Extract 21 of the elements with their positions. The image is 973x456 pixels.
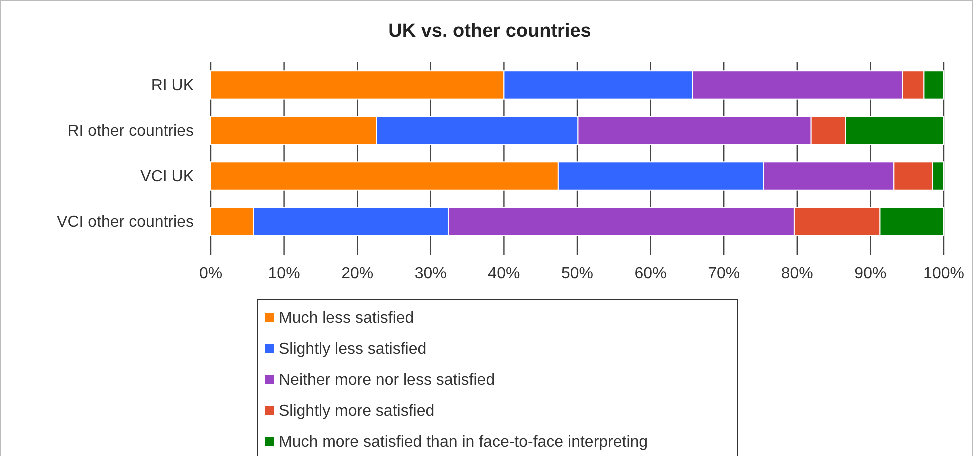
y-tick-label: RI other countries [68,122,194,140]
y-tick-label: VCI UK [140,168,194,186]
x-tick-label: 100% [924,265,964,282]
y-tick-label: RI UK [151,77,194,94]
legend-label: Neither more nor less satisfied [279,372,496,389]
legend-label: Much more satisfied than in face-to-face interpreting [279,434,648,451]
x-tick-label: 90% [854,265,887,282]
legend-label: Slightly less satisfied [279,341,427,358]
x-tick-label: 0% [199,265,223,282]
x-tick-label: 10% [268,265,300,282]
legend-label: Slightly more satisfied [279,403,435,420]
x-tick-label: 30% [414,265,447,282]
chart-title: UK vs. other countries [388,21,592,42]
y-tick-label: VCI other countries [57,214,194,231]
legend-label: Much less satisfied [279,310,414,327]
x-tick-label: 80% [781,265,814,282]
x-tick-label: 40% [488,265,520,282]
x-tick-label: 60% [634,265,667,282]
x-tick-label: 70% [708,265,740,282]
x-tick-label: 20% [342,265,374,282]
x-tick-label: 50% [561,265,594,282]
